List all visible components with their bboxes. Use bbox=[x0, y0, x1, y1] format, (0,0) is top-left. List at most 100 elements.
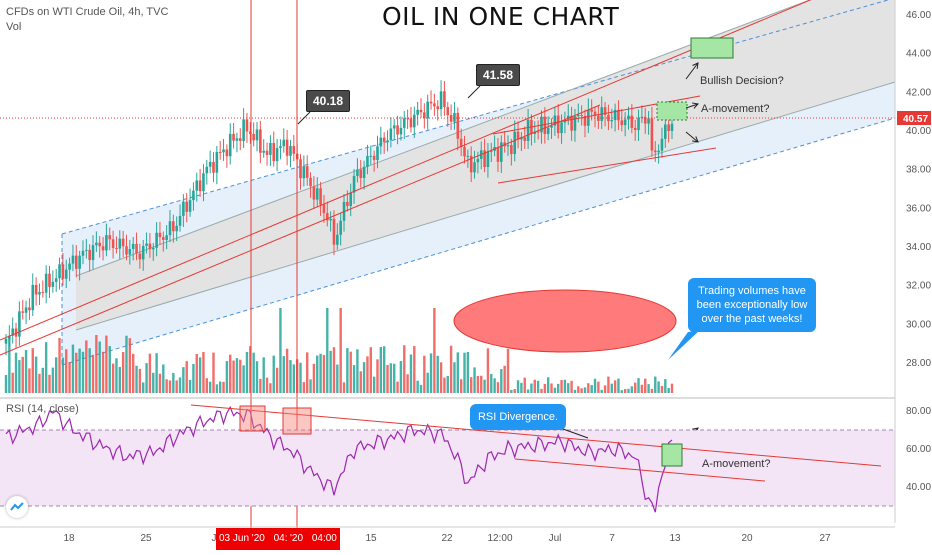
candle-body bbox=[85, 249, 88, 251]
volume-bar bbox=[459, 379, 463, 393]
volume-bar bbox=[155, 353, 158, 393]
candle-body bbox=[339, 220, 342, 235]
volume-bar bbox=[389, 363, 393, 393]
volume-bar bbox=[44, 342, 48, 393]
candle-body bbox=[262, 150, 265, 153]
date-flag-2-date: '20 bbox=[290, 533, 304, 544]
tradingview-logo-icon[interactable] bbox=[6, 496, 28, 518]
volume-bar bbox=[262, 357, 265, 393]
candle-body bbox=[14, 328, 18, 337]
volume-bar bbox=[660, 385, 664, 393]
volume-bar bbox=[610, 383, 613, 393]
volume-bar bbox=[138, 368, 142, 393]
volume-bar bbox=[108, 346, 111, 393]
candle-body bbox=[242, 119, 245, 142]
volume-bar bbox=[647, 384, 650, 393]
candle-body bbox=[416, 109, 419, 115]
date-flag-2: '20 04:00 bbox=[287, 528, 340, 550]
volume-bar bbox=[436, 355, 439, 393]
volume-bar bbox=[88, 348, 91, 393]
candle-body bbox=[135, 243, 138, 254]
volume-bar bbox=[95, 335, 98, 393]
candle-body bbox=[332, 218, 336, 245]
volume-bar bbox=[500, 369, 503, 393]
candle-body bbox=[413, 114, 416, 128]
volume-bar bbox=[396, 381, 399, 393]
volume-bar bbox=[292, 364, 296, 393]
volume-bar bbox=[165, 379, 168, 393]
candle-body bbox=[299, 159, 302, 179]
candle-body bbox=[620, 120, 624, 126]
volume-bar bbox=[279, 308, 282, 393]
candle-body bbox=[238, 138, 242, 142]
time-tick-label: 7 bbox=[609, 533, 615, 544]
candle-body bbox=[396, 125, 399, 135]
candle-body bbox=[506, 145, 510, 147]
volume-bar bbox=[654, 376, 657, 393]
volume-bar bbox=[269, 383, 272, 393]
volume-bar bbox=[121, 351, 125, 393]
volume-bar bbox=[613, 380, 617, 393]
volume-bar bbox=[356, 349, 359, 393]
volume-bar bbox=[58, 337, 61, 393]
volume-bar bbox=[55, 357, 58, 393]
volume-bar bbox=[657, 381, 660, 393]
bullish-note: Bullish Decision? bbox=[700, 75, 784, 87]
volume-bar bbox=[386, 364, 389, 393]
candle-body bbox=[259, 129, 262, 153]
volume-bar bbox=[91, 354, 95, 393]
candle-body bbox=[409, 118, 413, 128]
volume-bar bbox=[359, 371, 362, 393]
price-tick-label: 36.00 bbox=[906, 203, 931, 214]
volume-bar bbox=[128, 338, 132, 393]
volume-bar bbox=[222, 381, 225, 393]
date-flag-2-time: 04:00 bbox=[311, 533, 337, 544]
candle-body bbox=[131, 243, 135, 250]
volume-bar bbox=[249, 346, 252, 393]
volume-bar bbox=[466, 352, 470, 393]
volume-bar bbox=[664, 379, 667, 393]
candle-body bbox=[657, 150, 660, 153]
volume-bar bbox=[31, 348, 34, 393]
candle-body bbox=[379, 137, 383, 147]
price-tick-label: 28.00 bbox=[906, 358, 931, 369]
candle-body bbox=[560, 122, 563, 134]
volume-bar bbox=[322, 354, 326, 393]
candle-body bbox=[336, 234, 339, 245]
peak-label-1: 40.18 bbox=[306, 90, 351, 112]
candle-body bbox=[446, 107, 450, 116]
volume-bar bbox=[38, 373, 41, 393]
volume-bar bbox=[11, 372, 14, 393]
candle-body bbox=[315, 188, 319, 200]
volume-bar bbox=[644, 378, 647, 393]
volume-bar bbox=[366, 356, 369, 393]
candle-body bbox=[269, 143, 272, 155]
candle-body bbox=[31, 284, 35, 311]
candle-body bbox=[24, 307, 28, 313]
candle-body bbox=[282, 139, 286, 147]
candle-body bbox=[399, 127, 403, 135]
volume-bar bbox=[506, 348, 510, 393]
candle-body bbox=[573, 116, 577, 131]
candle-body bbox=[593, 111, 597, 116]
candle-body bbox=[151, 247, 155, 250]
volume-bar bbox=[399, 361, 403, 393]
candle-body bbox=[469, 155, 473, 173]
volume-bar bbox=[208, 381, 212, 393]
volume-bar bbox=[510, 389, 513, 393]
price-tick-label: 42.00 bbox=[906, 87, 931, 98]
volume-bar bbox=[623, 389, 627, 393]
candle-body bbox=[426, 101, 429, 119]
volume-bar bbox=[131, 353, 135, 393]
volume-bar bbox=[486, 348, 490, 393]
candle-body bbox=[148, 243, 152, 250]
candle-body bbox=[630, 115, 634, 128]
volume-bar bbox=[587, 383, 590, 393]
volume-bar bbox=[302, 382, 306, 393]
rsi-trend-top bbox=[190, 404, 882, 467]
candle-body bbox=[513, 131, 517, 155]
volume-bar bbox=[24, 349, 28, 393]
volume-bar bbox=[570, 380, 573, 393]
